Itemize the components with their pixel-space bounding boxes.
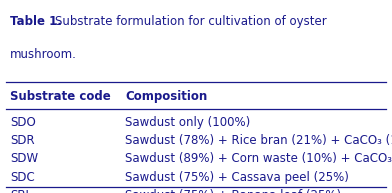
Text: SDO: SDO <box>10 116 36 129</box>
Text: Composition: Composition <box>125 90 208 103</box>
Text: SDR: SDR <box>10 134 34 147</box>
Text: Sawdust (78%) + Rice bran (21%) + CaCO₃ (1%): Sawdust (78%) + Rice bran (21%) + CaCO₃ … <box>125 134 392 147</box>
Text: Sawdust (89%) + Corn waste (10%) + CaCO₃ (1%): Sawdust (89%) + Corn waste (10%) + CaCO₃… <box>125 152 392 165</box>
Text: SBL: SBL <box>10 189 32 193</box>
Text: mushroom.: mushroom. <box>10 48 77 61</box>
Text: SDW: SDW <box>10 152 38 165</box>
Text: Sawdust (75%) + Banana leaf (25%): Sawdust (75%) + Banana leaf (25%) <box>125 189 341 193</box>
Text: SDC: SDC <box>10 171 34 184</box>
Text: Sawdust (75%) + Cassava peel (25%): Sawdust (75%) + Cassava peel (25%) <box>125 171 349 184</box>
Text: Substrate formulation for cultivation of oyster: Substrate formulation for cultivation of… <box>55 15 327 28</box>
Text: Sawdust only (100%): Sawdust only (100%) <box>125 116 251 129</box>
Text: Substrate code: Substrate code <box>10 90 111 103</box>
Text: Table 1.: Table 1. <box>10 15 62 28</box>
